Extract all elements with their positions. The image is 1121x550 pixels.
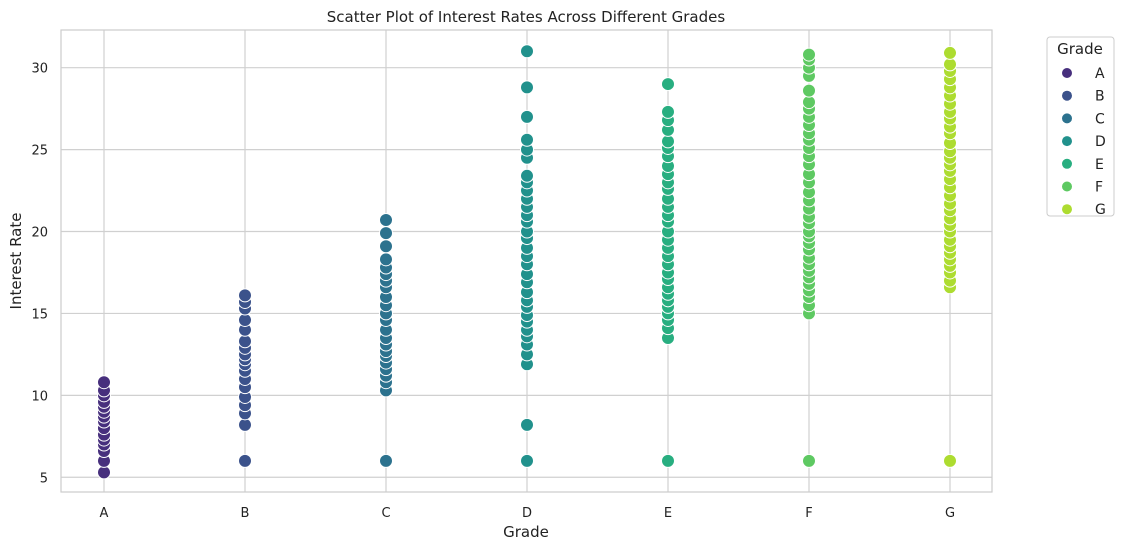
data-point-c: [379, 226, 393, 241]
data-point-g: [943, 453, 957, 468]
x-tick-label: D: [522, 506, 532, 521]
y-tick-labels: 5 10 15 20 25 30: [31, 62, 48, 487]
legend-label: C: [1095, 111, 1105, 127]
x-tick-label: F: [805, 506, 812, 521]
data-point-f: [802, 83, 816, 98]
x-tick-labels: A B C D E F G: [100, 506, 955, 521]
x-tick-label: C: [381, 506, 390, 521]
y-tick-label: 30: [31, 62, 48, 77]
data-point-c: [379, 239, 393, 254]
legend-marker: [1062, 68, 1072, 78]
chart-title: Scatter Plot of Interest Rates Across Di…: [327, 8, 726, 26]
legend-label: F: [1095, 180, 1103, 196]
data-point-e: [661, 104, 675, 119]
data-point-e: [661, 453, 675, 468]
data-point-b: [238, 288, 252, 303]
legend-box: [1046, 36, 1115, 217]
y-tick-label: 10: [31, 389, 48, 404]
data-point-d: [520, 132, 534, 147]
plot-frame: [60, 29, 993, 493]
legend-label: G: [1095, 202, 1106, 218]
data-point-d: [520, 109, 534, 124]
y-tick-label: 25: [31, 144, 48, 159]
data-point-c: [379, 213, 393, 228]
data-point-f: [802, 453, 816, 468]
data-point-d: [520, 80, 534, 95]
data-point-d: [520, 168, 534, 183]
x-axis-label: Grade: [503, 523, 549, 541]
y-tick-label: 20: [31, 226, 48, 241]
legend-marker: [1062, 90, 1072, 101]
data-point-g: [943, 45, 957, 60]
x-tick-label: B: [241, 506, 250, 521]
data-point-c: [379, 453, 393, 468]
data-point-e: [661, 77, 675, 92]
data-point-a: [97, 375, 111, 390]
data-point-d: [520, 453, 534, 468]
x-tick-label: G: [945, 506, 955, 521]
x-tick-label: E: [664, 506, 672, 521]
legend-marker: [1062, 158, 1072, 169]
legend-marker: [1062, 181, 1072, 192]
legend-label: B: [1095, 89, 1105, 105]
y-tick-label: 15: [31, 307, 48, 322]
x-tick-label: A: [100, 506, 109, 521]
data-point-b: [238, 453, 252, 468]
y-axis-label: Interest Rate: [7, 213, 25, 310]
legend-label: E: [1095, 157, 1104, 173]
legend-marker: [1062, 136, 1072, 147]
legend-label: A: [1095, 66, 1105, 82]
legend-marker: [1062, 204, 1072, 215]
legend-marker: [1062, 113, 1072, 124]
legend-label: D: [1095, 134, 1106, 150]
data-points: [97, 44, 957, 480]
legend-title: Grade: [1057, 40, 1103, 58]
data-point-d: [520, 417, 534, 432]
y-tick-label: 5: [40, 471, 48, 486]
data-point-d: [520, 44, 534, 59]
data-point-f: [802, 47, 816, 62]
data-point-c: [379, 252, 393, 267]
